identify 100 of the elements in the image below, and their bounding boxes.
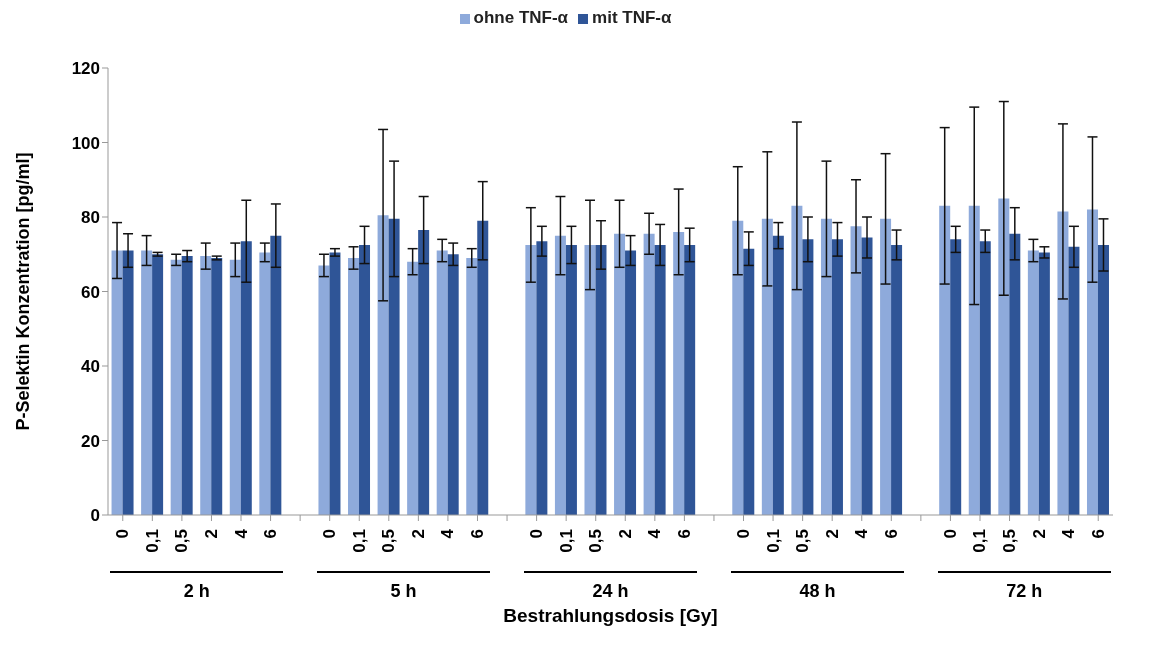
bar <box>525 244 537 515</box>
y-axis-title: P-Selektin Konzentration [pg/ml] <box>13 152 34 431</box>
bar <box>625 250 637 515</box>
x-tick-label: 0,5 <box>379 529 399 553</box>
x-tick-label: 4 <box>645 528 665 539</box>
bar <box>595 244 607 515</box>
bar <box>1009 233 1021 515</box>
bar <box>880 218 892 515</box>
bar <box>732 220 744 515</box>
bar <box>554 235 566 515</box>
bar <box>270 235 282 515</box>
bar <box>359 244 371 515</box>
bar <box>772 235 784 515</box>
bar <box>684 244 696 515</box>
bar <box>761 218 773 515</box>
legend-label: ohne TNF-α <box>473 8 569 27</box>
x-tick-label: 2 <box>1029 529 1049 539</box>
x-tick-label: 0,5 <box>172 529 192 553</box>
bar <box>447 254 459 515</box>
x-tick-label: 0 <box>734 529 754 539</box>
x-tick-label: 2 <box>615 529 635 539</box>
bar <box>891 244 903 515</box>
x-tick-label: 0,1 <box>349 529 369 553</box>
legend-label: mit TNF-α <box>592 8 672 27</box>
x-tick-label: 2 <box>408 529 428 539</box>
bar <box>1068 246 1080 515</box>
bar <box>831 239 843 515</box>
bar <box>318 265 330 515</box>
bar <box>939 205 951 515</box>
x-tick-label: 6 <box>881 529 901 539</box>
bar <box>181 256 193 515</box>
text: 72 h <box>1005 581 1044 602</box>
x-tick-label: 0,5 <box>586 529 606 553</box>
y-tick-label: 0 <box>90 506 100 526</box>
bar <box>407 261 419 515</box>
bar <box>377 215 389 515</box>
bar <box>1057 211 1069 515</box>
bar <box>348 257 360 515</box>
bar <box>861 237 873 515</box>
bar <box>170 259 182 515</box>
bar <box>436 250 448 515</box>
bar <box>388 218 400 515</box>
y-tick-label: 40 <box>81 357 100 377</box>
bar <box>654 244 666 515</box>
x-tick-label: 4 <box>852 528 872 539</box>
x-tick-label: 4 <box>231 528 251 539</box>
text: 2 h <box>182 581 211 602</box>
bar <box>565 244 577 515</box>
x-tick-label: 4 <box>438 528 458 539</box>
bar <box>950 239 962 515</box>
x-tick-label: 0,1 <box>556 529 576 553</box>
y-tick-label: 20 <box>81 431 100 451</box>
bar <box>329 252 341 515</box>
x-tick-label: 0 <box>527 529 547 539</box>
bar <box>259 252 271 515</box>
x-tick-label: 0,1 <box>970 529 990 553</box>
bar <box>152 254 164 515</box>
bar <box>850 226 862 515</box>
x-tick-label: 0,5 <box>793 529 813 553</box>
bar <box>979 241 991 515</box>
bar <box>584 244 596 515</box>
x-tick-label: 2 <box>822 529 842 539</box>
x-tick-label: 0,5 <box>1000 529 1020 553</box>
bar <box>477 220 489 515</box>
bar <box>200 256 212 515</box>
bar <box>229 259 241 515</box>
bar <box>1027 250 1039 515</box>
bar <box>820 218 832 515</box>
x-tick-label: 0 <box>320 529 340 539</box>
x-tick-label: 4 <box>1059 528 1079 539</box>
bar <box>466 257 478 515</box>
bar <box>802 239 814 515</box>
x-tick-label: 2 <box>201 529 221 539</box>
bar <box>614 233 626 515</box>
bar <box>1086 209 1098 515</box>
bar <box>240 241 252 515</box>
bar <box>1097 244 1109 515</box>
x-tick-label: 0 <box>940 529 960 539</box>
text: 24 h <box>591 581 630 602</box>
bar <box>743 248 755 515</box>
y-tick-label: 80 <box>81 208 100 228</box>
bar <box>643 233 655 515</box>
text: 5 h <box>389 581 418 602</box>
bar <box>673 231 685 515</box>
x-tick-label: 6 <box>261 529 281 539</box>
bar <box>211 257 223 515</box>
bar <box>141 250 153 515</box>
bar <box>536 241 548 515</box>
y-tick-label: 100 <box>71 133 100 153</box>
x-tick-label: 6 <box>674 529 694 539</box>
bar <box>998 198 1010 515</box>
x-tick-label: 6 <box>1088 529 1108 539</box>
x-tick-label: 0 <box>113 529 133 539</box>
x-tick-label: 6 <box>467 529 487 539</box>
bar <box>122 250 134 515</box>
bar <box>791 205 803 515</box>
y-tick-label: 120 <box>71 59 100 79</box>
y-tick-label: 60 <box>81 282 100 302</box>
bar <box>111 250 123 515</box>
x-tick-label: 0,1 <box>763 529 783 553</box>
